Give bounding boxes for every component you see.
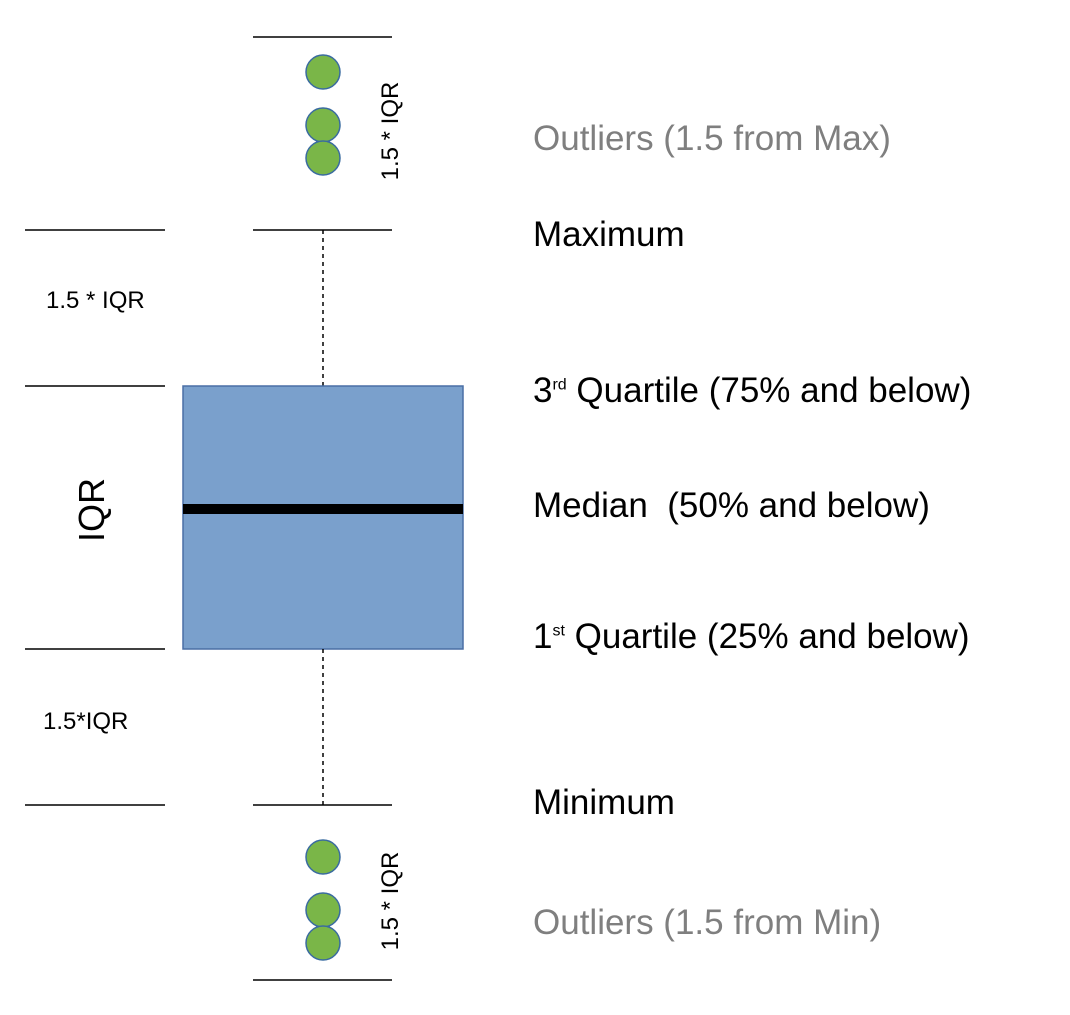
- lower-outlier-2-icon: [305, 892, 341, 928]
- upper-outlier-2-icon: [305, 107, 341, 143]
- upper-outlier-3-icon: [305, 140, 341, 176]
- q1-text: Quartile (25% and below): [564, 617, 970, 656]
- iqr-box: [182, 385, 464, 650]
- lower-outlier-span-label: 1.5 * IQR: [377, 851, 404, 951]
- q1-label: 1st Quartile (25% and below): [533, 619, 970, 654]
- median-label: Median (50% and below): [533, 486, 930, 525]
- minimum-label: Minimum: [533, 783, 675, 822]
- outliers-min-label: Outliers (1.5 from Min): [533, 903, 882, 942]
- upper-outlier-span-label: 1.5 * IQR: [377, 81, 404, 181]
- maximum-label: Maximum: [533, 215, 685, 254]
- lower-outlier-1-icon: [305, 839, 341, 875]
- upper-span-label: 1.5 * IQR: [46, 287, 145, 314]
- q3-label: 3rd Quartile (75% and below): [533, 373, 971, 408]
- q3-ordinal: 3: [533, 371, 553, 410]
- q1-suffix: st: [552, 622, 565, 640]
- lower-outlier-3-icon: [305, 925, 341, 961]
- q1-ordinal: 1: [533, 617, 553, 656]
- upper-outlier-1-icon: [305, 54, 341, 90]
- q3-suffix: rd: [552, 376, 567, 394]
- lower-span-label: 1.5*IQR: [43, 708, 129, 735]
- q3-text: Quartile (75% and below): [566, 371, 972, 410]
- iqr-label: IQR: [71, 477, 112, 543]
- outliers-max-label: Outliers (1.5 from Max): [533, 119, 891, 158]
